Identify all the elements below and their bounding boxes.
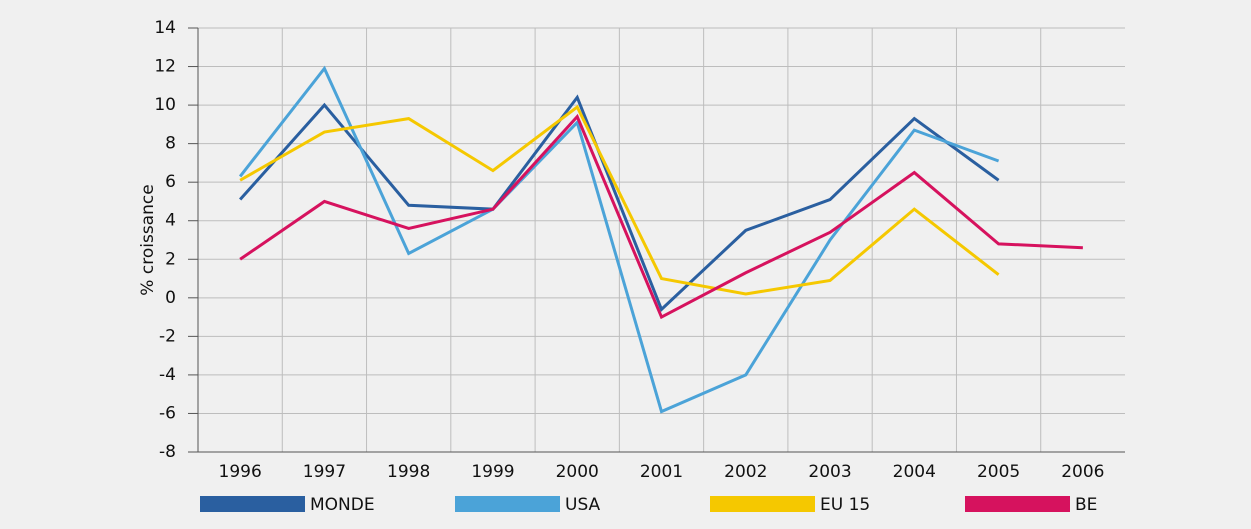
x-tick-label: 1999 xyxy=(471,462,514,482)
x-tick-label: 2001 xyxy=(640,462,683,482)
y-tick-label: -4 xyxy=(159,365,176,385)
legend-label: USA xyxy=(565,495,601,515)
legend-swatch xyxy=(455,496,560,512)
x-tick-label: 1997 xyxy=(303,462,346,482)
y-tick-label: 2 xyxy=(165,249,176,269)
x-tick-label: 2002 xyxy=(724,462,767,482)
series-line xyxy=(238,65,1000,414)
y-tick-label: 8 xyxy=(165,134,176,154)
y-tick-label: -8 xyxy=(159,442,176,462)
y-axis-label: % croissance xyxy=(138,184,158,295)
series-line xyxy=(239,104,1000,296)
plot-area xyxy=(198,28,1125,452)
y-tick-label: 10 xyxy=(154,95,176,115)
x-tick-label: 2004 xyxy=(893,462,936,482)
legend-label: EU 15 xyxy=(820,495,870,515)
y-tick-label: 4 xyxy=(165,211,176,231)
series-line xyxy=(239,113,1083,320)
legend-swatch xyxy=(200,496,305,512)
y-tick-label: -2 xyxy=(159,326,176,346)
legend-label: MONDE xyxy=(310,495,375,515)
series-line xyxy=(239,94,1000,312)
x-tick-label: 2000 xyxy=(556,462,599,482)
x-tick-label: 2003 xyxy=(808,462,851,482)
x-tick-label: 1998 xyxy=(387,462,430,482)
y-tick-label: 0 xyxy=(165,288,176,308)
y-tick-label: 6 xyxy=(165,172,176,192)
legend-label: BE xyxy=(1075,495,1097,515)
x-tick-label: 1996 xyxy=(219,462,262,482)
x-tick-label: 2006 xyxy=(1061,462,1104,482)
legend-swatch xyxy=(710,496,815,512)
legend-swatch xyxy=(965,496,1070,512)
y-tick-label: 12 xyxy=(154,57,176,77)
y-tick-label: -6 xyxy=(159,403,176,423)
y-tick-label: 14 xyxy=(154,18,176,38)
x-tick-label: 2005 xyxy=(977,462,1020,482)
